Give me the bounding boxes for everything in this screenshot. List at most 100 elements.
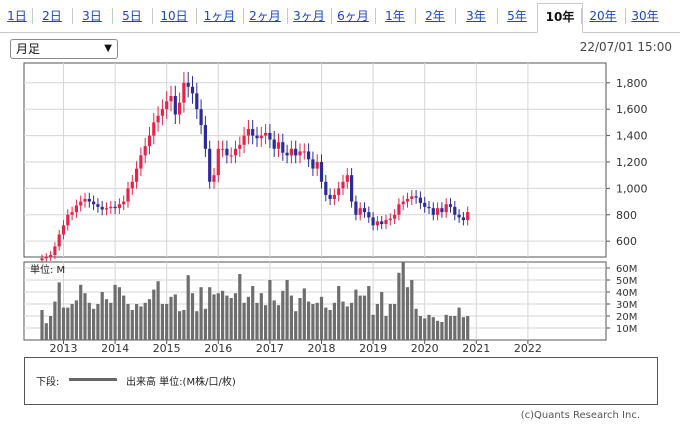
volume-bar [362, 295, 367, 340]
candle-body [289, 148, 293, 156]
candle-body [109, 206, 113, 209]
volume-bar [345, 306, 349, 340]
last-update-time: 22/07/01 15:00 [579, 40, 672, 54]
tab-3日[interactable]: 3日 [82, 9, 102, 23]
volume-bar [79, 284, 83, 340]
volume-bar [203, 308, 207, 340]
volume-bar [440, 322, 444, 340]
tab-separator [152, 8, 153, 24]
candle-body [238, 144, 242, 149]
volume-bar [427, 314, 431, 340]
candle-body [83, 198, 87, 202]
candle-body [229, 155, 233, 157]
tab-2日[interactable]: 2日 [42, 9, 62, 23]
candle-body [135, 168, 139, 182]
candle-body [100, 206, 104, 210]
volume-bar [268, 280, 272, 340]
candle-body [337, 188, 341, 195]
candle-body [294, 148, 298, 156]
candle-body [393, 214, 397, 219]
candle-body [199, 109, 203, 126]
tab-10年[interactable]: 10年 [537, 3, 583, 33]
volume-bar [225, 295, 229, 340]
candle-body [165, 101, 169, 110]
price-tick-label: 600 [616, 235, 637, 248]
tab-30年[interactable]: 30年 [631, 9, 659, 23]
volume-tick-label: 40M [616, 288, 637, 299]
volume-bar [96, 304, 100, 340]
tab-3年[interactable]: 3年 [466, 9, 486, 23]
candle-body [66, 214, 70, 226]
candle-interval-select[interactable]: 月足 ▼ [10, 39, 118, 59]
volume-bar [40, 310, 44, 340]
volume-bar [251, 286, 255, 340]
volume-bar [371, 314, 375, 340]
candle-body [461, 217, 465, 221]
volume-bar [246, 296, 250, 340]
volume-bar [307, 301, 311, 340]
tab-1ヶ月[interactable]: 1ヶ月 [203, 9, 236, 23]
candle-body [70, 212, 74, 215]
tab-5日[interactable]: 5日 [122, 9, 142, 23]
volume-bar [259, 293, 263, 340]
volume-bar [414, 308, 418, 340]
candle-body [92, 201, 96, 205]
x-axis: 2013 2014 2015 2016 2017 2018 2019 2020 2021 2022 [50, 340, 542, 355]
tab-separator [331, 8, 332, 24]
volume-bar [315, 302, 319, 340]
x-tick-label: 2021 [462, 342, 490, 355]
candle-body [130, 181, 134, 189]
volume-bar [104, 299, 109, 340]
price-plot-frame [23, 62, 607, 258]
tab-20年[interactable]: 20年 [589, 9, 617, 23]
tab-6ヶ月[interactable]: 6ヶ月 [337, 9, 369, 23]
volume-bar [461, 317, 465, 340]
volume-bar [49, 316, 53, 340]
volume-bar [350, 302, 354, 340]
candle-body [345, 175, 349, 182]
candle-body [221, 148, 225, 150]
legend-box: 下段: 出来高 単位:(M株/口/枚) [24, 357, 658, 405]
candle-body [152, 122, 156, 136]
candle-body [367, 212, 371, 218]
candle-body [246, 128, 250, 136]
candle-body [457, 214, 461, 218]
candle-body [173, 95, 177, 115]
tab-3ヶ月[interactable]: 3ヶ月 [293, 9, 325, 23]
volume-bar [375, 304, 379, 340]
candle-body [328, 194, 332, 199]
volume-bar [117, 287, 121, 340]
tab-separator [112, 8, 113, 24]
price-tick-label: 1,000 [616, 182, 648, 195]
volume-bar [147, 299, 152, 340]
tab-2ヶ月[interactable]: 2ヶ月 [249, 9, 281, 23]
candle-body [453, 206, 457, 215]
volume-bar [405, 287, 410, 340]
volume-bar [216, 293, 220, 340]
candle-body [350, 175, 354, 202]
candle-body [380, 221, 384, 225]
candle-body [354, 201, 358, 215]
candle-body [302, 151, 306, 153]
volume-bar [44, 323, 48, 340]
volume-bar [160, 304, 164, 340]
x-tick-label: 2015 [153, 342, 181, 355]
volume-bar [319, 296, 324, 340]
tab-10日[interactable]: 10日 [160, 9, 188, 23]
tab-1日[interactable]: 1日 [7, 9, 27, 23]
candle-body [405, 198, 410, 202]
candle-body [332, 194, 336, 199]
candle-body [49, 255, 53, 257]
volume-bar [444, 314, 448, 340]
candle-body [190, 86, 195, 94]
volume-bar [436, 320, 440, 340]
volume-bar [337, 286, 341, 340]
candle-body [212, 175, 216, 182]
tab-1年[interactable]: 1年 [385, 9, 405, 23]
volume-bar [423, 318, 427, 340]
tab-2年[interactable]: 2年 [425, 9, 445, 23]
candle-body [264, 132, 268, 136]
price-tick-label: 1,400 [616, 130, 648, 143]
tab-5年[interactable]: 5年 [507, 9, 527, 23]
